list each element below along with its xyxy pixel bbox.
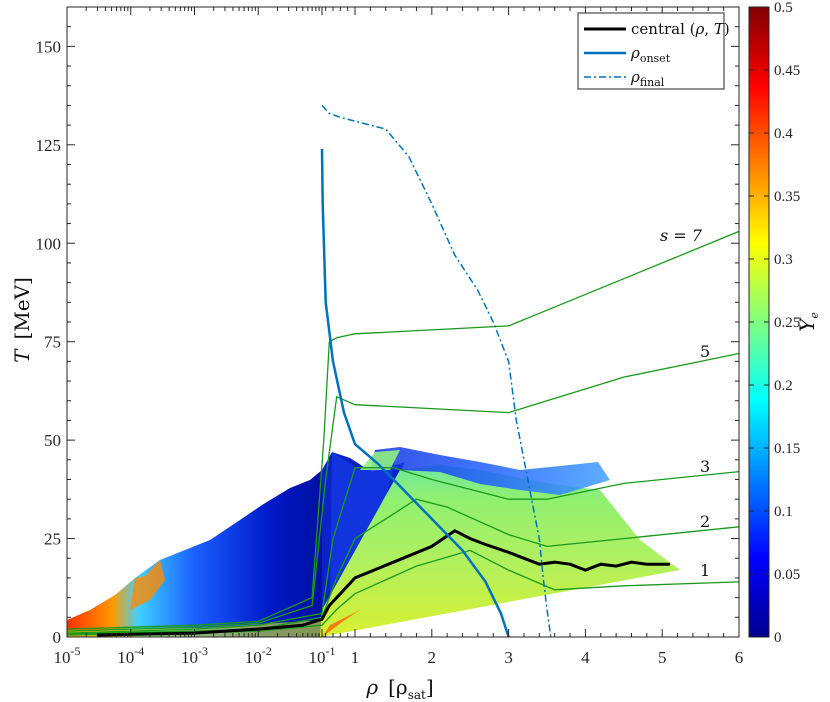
y-tick-label-2: 50 [44, 431, 61, 450]
cbar-tick-label-5: 0.25 [774, 315, 800, 331]
y-axis-title: T[MeV] [10, 277, 34, 363]
legend: central (ρ, T) ρonset ρfinal [577, 12, 730, 90]
isentrope-label-3: 2 [700, 512, 710, 531]
series-line-2 [321, 104, 552, 637]
legend-label-2: ρfinal [630, 68, 665, 89]
cbar-tick-label-4: 0.2 [774, 378, 793, 394]
y-tick-labels: 0 25 50 75 100 125 150 [36, 37, 62, 647]
x-tick-label-9: 5 [658, 648, 667, 667]
series-line-1 [320, 148, 510, 637]
x-tick-label-6: 2 [428, 648, 437, 667]
y-tick-label-3: 75 [44, 333, 61, 352]
y-tick-label-4: 100 [36, 234, 62, 253]
cbar-tick-label-7: 0.35 [774, 189, 800, 205]
x-tick-label-1: 10-4 [117, 644, 144, 667]
x-tick-label-10: 6 [735, 648, 744, 667]
cbar-tick-label-1: 0.05 [774, 567, 800, 583]
x-tick-label-5: 1 [351, 648, 360, 667]
cbar-tick-label-6: 0.3 [774, 252, 793, 268]
x-tick-label-0: 10-5 [54, 644, 81, 667]
x-tick-label-2: 10-3 [181, 644, 208, 667]
y-tick-label-5: 125 [36, 136, 62, 155]
isentrope-label-2: 3 [700, 457, 710, 476]
isentrope-line-4 [67, 549, 739, 636]
x-tick-label-8: 4 [581, 648, 590, 667]
isentrope-label-4: 1 [700, 561, 710, 580]
isentrope-line-1 [67, 352, 739, 632]
series-line-0 [97, 528, 670, 637]
y-tick-label-0: 0 [53, 628, 62, 647]
isentrope-label-0: s = 7 [660, 226, 703, 245]
cbar-tick-label-10: 0.5 [774, 0, 793, 16]
chart-series [97, 104, 670, 637]
isentrope-labels: s = 7 5 3 2 1 [660, 226, 710, 580]
x-axis-title: ρ [ρsat] [365, 675, 433, 702]
isentrope-label-1: 5 [700, 342, 710, 361]
cbar-tick-label-2: 0.1 [774, 504, 793, 520]
y-tick-label-6: 150 [36, 37, 62, 56]
x-tick-label-7: 3 [504, 648, 513, 667]
cbar-tick-label-8: 0.4 [774, 126, 793, 142]
x-tick-label-4: 10-1 [309, 644, 336, 667]
axis-ticks [66, 7, 740, 638]
isentrope-line-0 [67, 230, 739, 630]
cbar-tick-label-3: 0.15 [774, 441, 800, 457]
ye-colored-surface [67, 447, 680, 637]
x-tick-label-3: 10-2 [245, 644, 272, 667]
legend-label-0: central (ρ, T) [631, 20, 730, 38]
y-tick-label-1: 25 [44, 530, 61, 549]
cbar-tick-label-9: 0.45 [774, 63, 800, 79]
x-tick-labels: 10-5 10-4 10-3 10-2 10-1 1 2 3 4 5 6 [54, 644, 744, 667]
legend-label-1: ρonset [630, 44, 671, 65]
colorbar: 00.050.10.150.20.250.30.350.40.450.5 Ye [748, 0, 821, 646]
cbar-tick-label-0: 0 [774, 630, 782, 646]
